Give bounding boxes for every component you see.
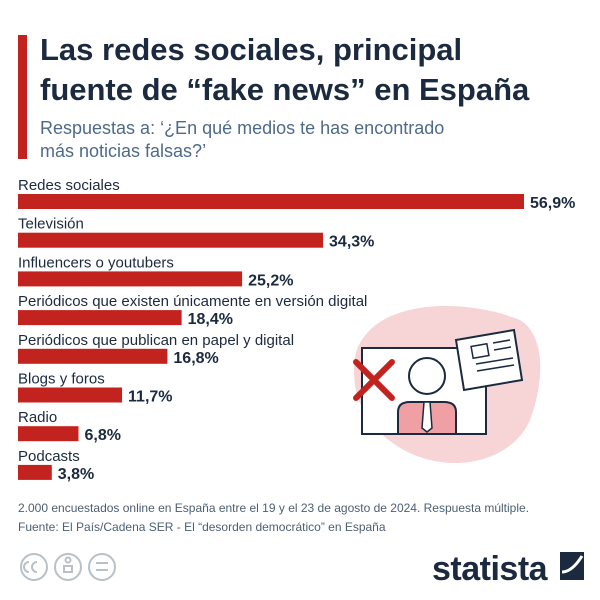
source: Fuente: El País/Cadena SER - El “desorde… — [18, 520, 386, 534]
value-label: 16,8% — [173, 350, 218, 367]
value-label: 6,8% — [84, 427, 120, 444]
subtitle: Respuestas a: ‘¿En qué medios te has enc… — [40, 118, 444, 138]
bar — [18, 232, 324, 248]
bar — [18, 464, 52, 480]
category-label: Influencers o youtubers — [18, 254, 174, 271]
value-label: 56,9% — [530, 195, 575, 212]
bar — [18, 348, 168, 364]
bar — [18, 387, 123, 403]
value-label: 25,2% — [248, 272, 293, 289]
category-label: Periódicos que existen únicamente en ver… — [18, 293, 367, 310]
category-label: Periódicos que publican en papel y digit… — [18, 332, 294, 349]
category-label: Radio — [18, 409, 57, 426]
license-icons — [20, 553, 116, 581]
bar — [18, 271, 243, 287]
bar — [18, 310, 182, 326]
category-label: Podcasts — [18, 448, 80, 465]
illustration — [353, 306, 541, 464]
value-label: 11,7% — [128, 389, 172, 406]
brand: statista — [432, 550, 549, 588]
bar — [18, 194, 524, 209]
value-label: 18,4% — [188, 311, 233, 328]
chart-title: fuente de “fake news” en España — [40, 72, 530, 107]
value-label: 34,3% — [329, 234, 374, 251]
accent-bar — [18, 35, 27, 159]
brand-icon — [560, 552, 584, 580]
footnote: 2.000 encuestados online en España entre… — [18, 501, 529, 515]
value-label: 3,8% — [58, 466, 94, 483]
category-label: Redes sociales — [18, 177, 120, 194]
category-label: Blogs y foros — [18, 371, 105, 388]
bar — [18, 426, 79, 442]
subtitle: más noticias falsas?’ — [40, 141, 206, 161]
chart-title: Las redes sociales, principal — [40, 32, 462, 67]
category-label: Televisión — [18, 216, 84, 233]
